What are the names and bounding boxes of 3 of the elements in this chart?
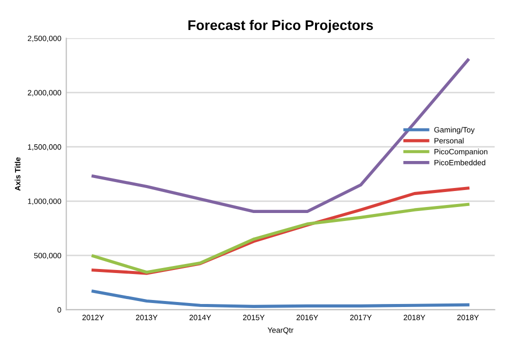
line-series <box>92 202 470 274</box>
chart-title: Forecast for Pico Projectors <box>188 20 373 33</box>
line-series <box>92 290 470 308</box>
